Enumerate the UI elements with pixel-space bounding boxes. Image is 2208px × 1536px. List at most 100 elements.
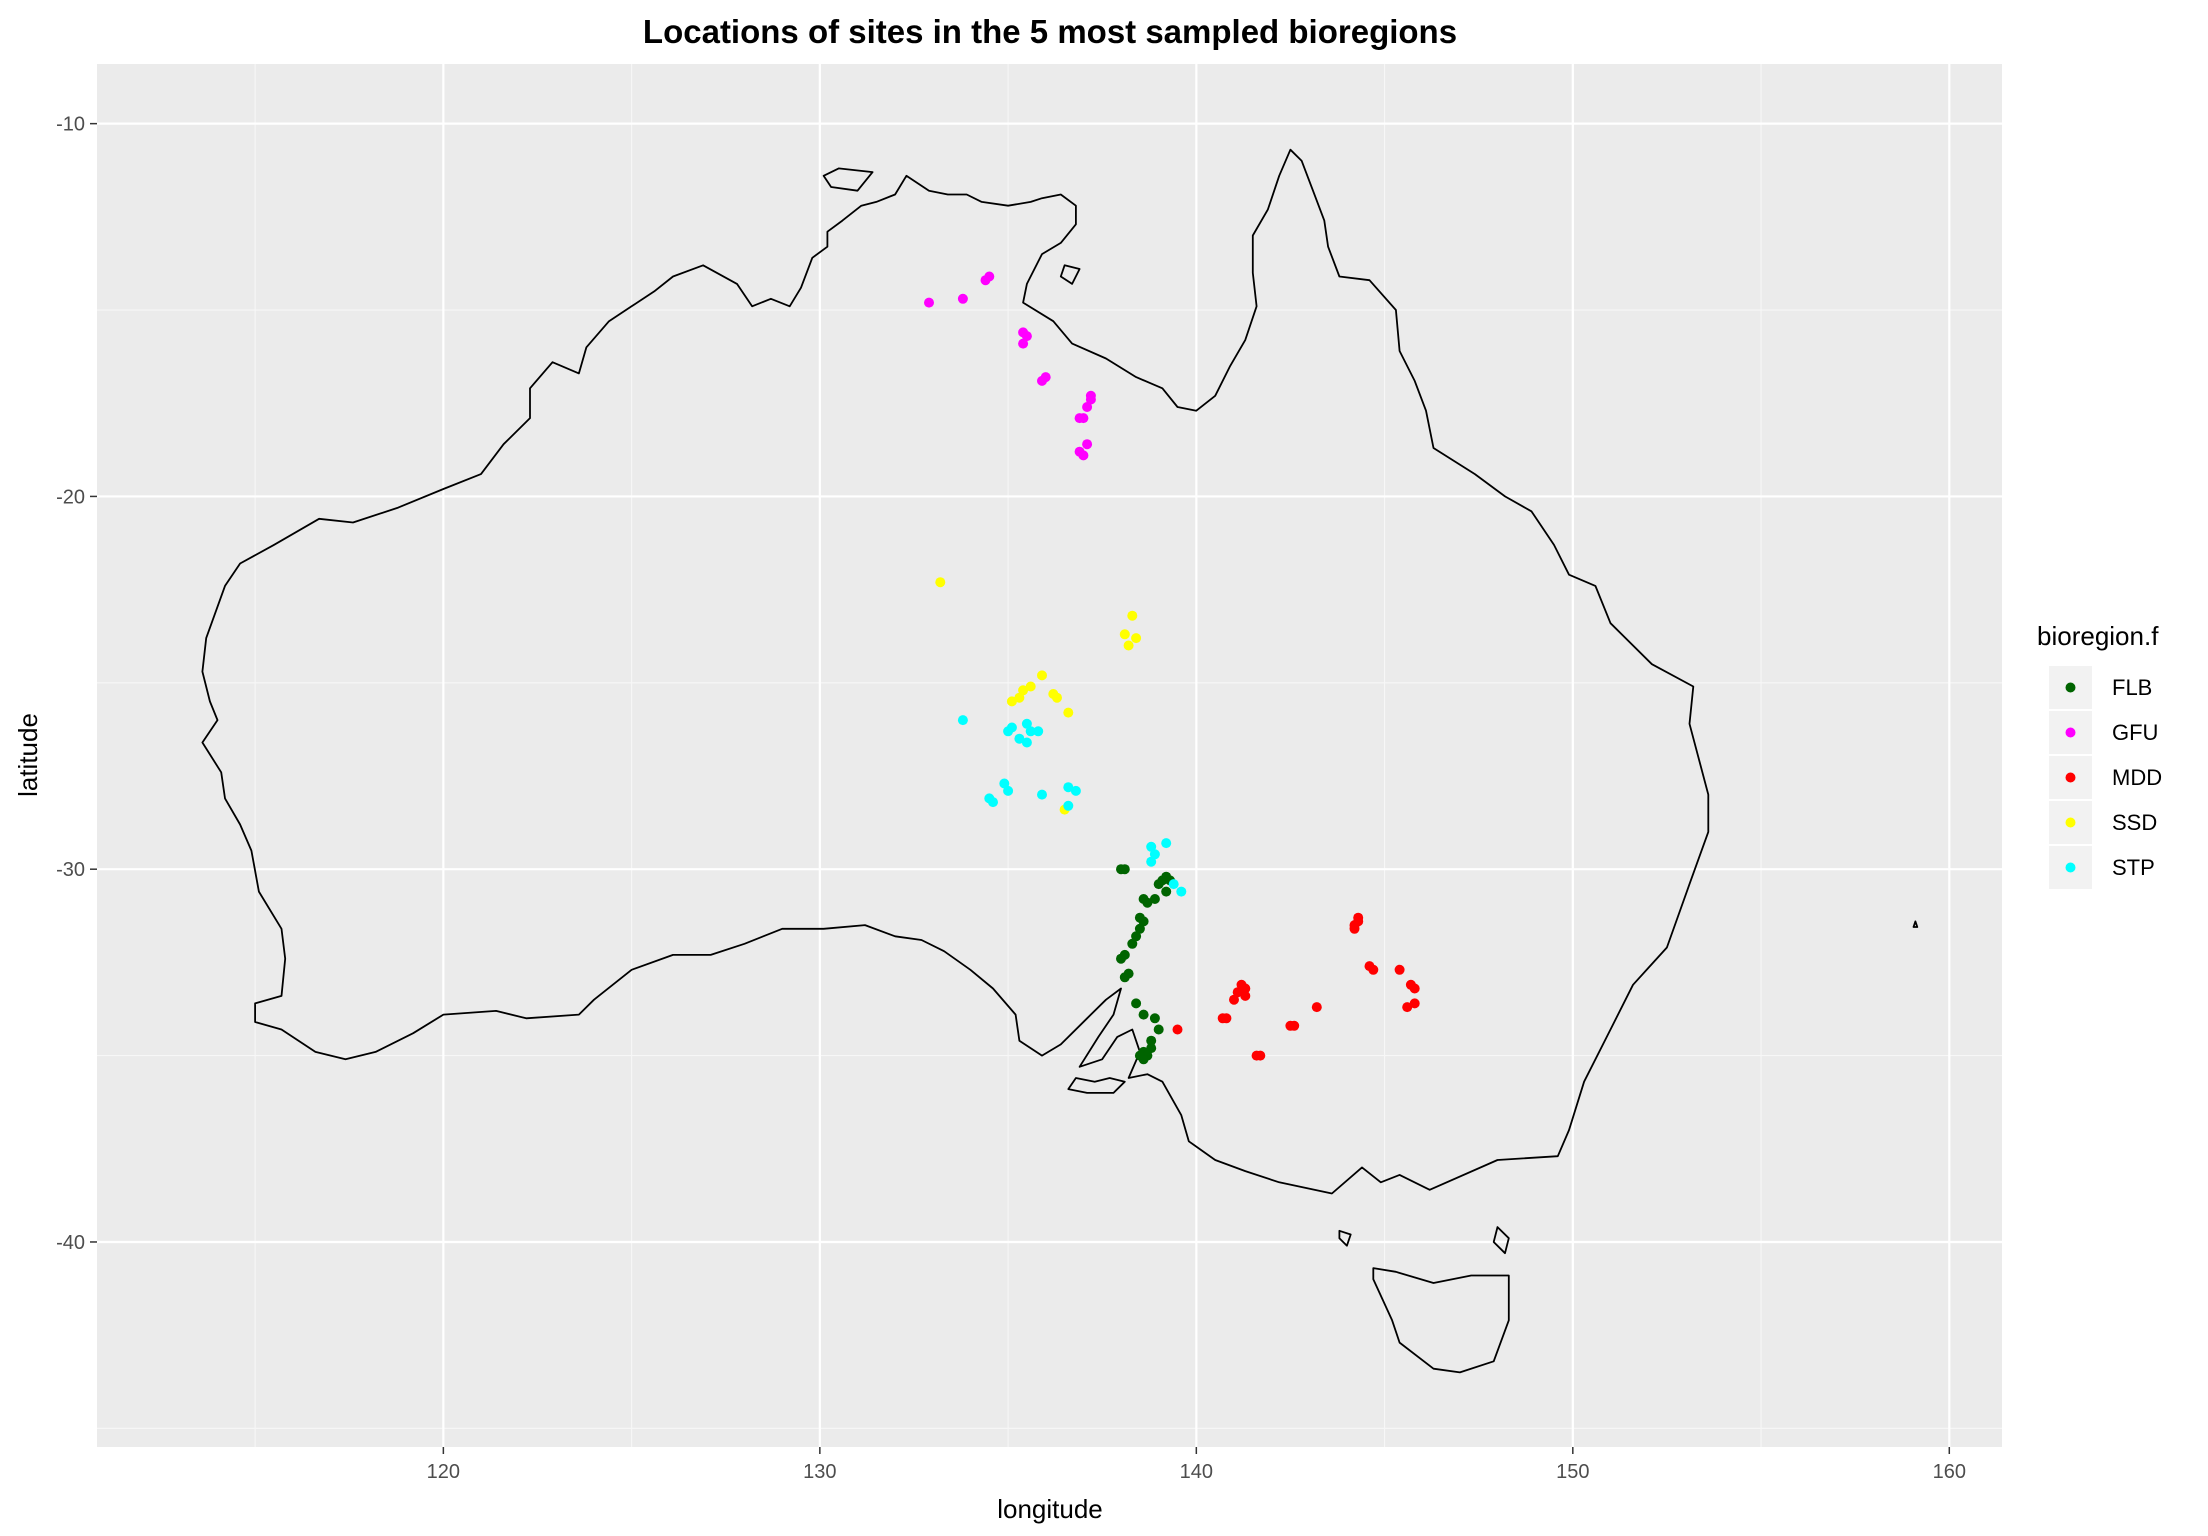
point-gfu [1082,439,1093,450]
point-stp [1146,841,1157,852]
point-stp [999,778,1010,789]
point-gfu [957,293,968,304]
point-stp [1003,785,1014,796]
point-gfu [1018,338,1029,349]
point-flb [1116,953,1126,964]
point-flb [1127,938,1138,949]
point-flb [1153,1024,1164,1035]
coastline-outline [201,148,1919,1374]
point-gfu [984,271,995,282]
x-tick-label: 130 [803,1461,836,1483]
point-mdd [1394,964,1405,975]
point-stp [1063,800,1074,811]
legend-label-ssd: SSD [2112,810,2157,835]
legend-swatch-ssd [2065,817,2076,828]
y-tick-label: -40 [56,1232,85,1254]
point-stp [1037,789,1047,800]
legend-swatch-gfu [2065,727,2076,738]
point-ssd [935,577,946,588]
point-flb [1146,1035,1157,1046]
point-gfu [1078,413,1089,424]
point-mdd [1311,1002,1322,1013]
point-stp [1021,737,1032,748]
point-ssd [1127,610,1138,621]
point-flb [1153,879,1164,890]
point-ssd [1014,692,1025,703]
point-ssd [1025,681,1036,692]
point-stp [988,797,998,808]
legend-label-mdd: MDD [2112,765,2162,790]
outline-polygon [1492,1226,1510,1255]
x-axis-ticks: 120 130 140 150 160 [427,1447,1966,1483]
point-ssd [1037,670,1047,681]
point-stp [1006,722,1017,733]
point-flb [1149,894,1160,904]
point-stp [1168,879,1179,890]
legend-label-stp: STP [2112,855,2155,880]
chart-title: Locations of sites in the 5 most sampled… [643,13,1457,50]
point-mdd [1402,1002,1413,1013]
legend-swatch-mdd [2065,772,2076,783]
point-mdd [1217,1013,1228,1024]
point-stp [1176,886,1187,897]
point-mdd [1409,998,1420,1009]
point-gfu [1021,331,1032,342]
point-stp [957,715,968,726]
point-ssd [1006,696,1017,707]
outline-polygon [1338,1229,1352,1247]
outline-polygon [1067,1077,1126,1094]
legend: bioregion.f FLB GFU MDD SSD STP [2037,621,2162,889]
point-flb [1161,886,1172,897]
point-mdd [1240,983,1251,994]
point-gfu [924,297,934,308]
point-flb [1131,931,1142,942]
outline-polygon [1059,264,1081,285]
plot-background [97,64,2002,1447]
point-ssd [1018,685,1029,696]
point-mdd [1255,1050,1266,1061]
point-ssd [1063,707,1074,718]
legend-title: bioregion.f [2037,621,2159,651]
x-axis-title: longitude [997,1494,1103,1524]
point-flb [1138,1054,1149,1065]
point-mdd [1240,990,1251,1001]
point-mdd [1289,1020,1300,1031]
point-stp [1021,718,1032,729]
legend-label-flb: FLB [2112,675,2152,700]
point-mdd [1349,923,1360,934]
point-gfu [1085,394,1096,405]
point-stp [1161,838,1172,849]
point-mdd [1368,964,1379,975]
point-mdd [1409,983,1420,994]
point-flb [1131,998,1142,1009]
grid-major [97,64,2002,1447]
outline-polygon [1912,920,1919,928]
point-flb [1149,1013,1160,1024]
x-tick-label: 140 [1180,1461,1213,1483]
x-tick-label: 120 [427,1461,460,1483]
point-stp [1070,785,1081,796]
point-ssd [1119,629,1130,640]
point-gfu [1040,372,1051,383]
point-flb [1146,1043,1157,1054]
point-stp [1146,856,1157,867]
y-axis-ticks: -10 -20 -30 -40 [56,114,97,1254]
point-flb [1138,1009,1149,1020]
point-ssd [1052,692,1062,703]
legend-swatch-flb [2065,682,2076,693]
point-stp [1149,849,1160,860]
point-gfu [1082,402,1093,412]
point-stp [1014,733,1025,744]
point-flb [1134,923,1145,934]
legend-label-gfu: GFU [2112,720,2158,745]
data-points [924,271,1420,1065]
outline-polygon [822,167,874,192]
point-stp [1033,726,1044,737]
point-flb [1119,864,1130,875]
point-mdd [1232,987,1243,998]
point-gfu [1078,450,1089,461]
point-flb [1119,972,1130,983]
point-ssd [1131,633,1142,644]
point-stp [1025,726,1036,737]
point-mdd [1172,1024,1183,1035]
